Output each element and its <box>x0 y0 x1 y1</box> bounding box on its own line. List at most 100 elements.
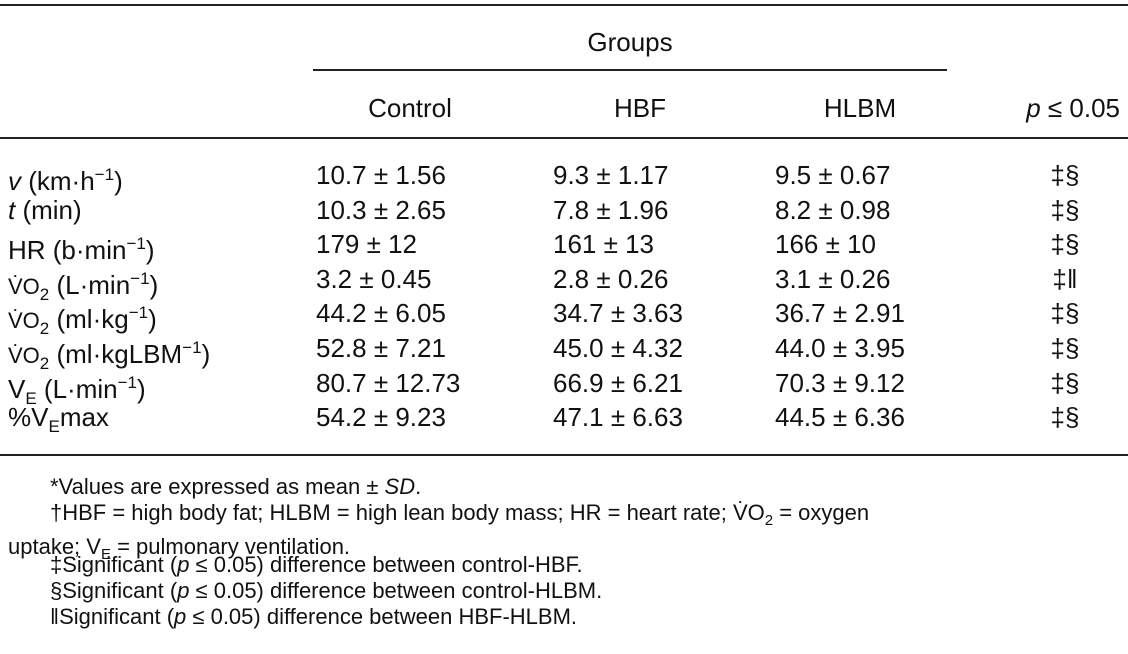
text-segment: ) <box>145 235 155 266</box>
significance: ‡§ <box>1050 229 1080 260</box>
row-label: HR (b·min−1) <box>8 229 155 265</box>
text-segment: −1 <box>126 234 146 254</box>
p-header: p ≤ 0.05 <box>1026 93 1120 123</box>
row-label: V̇O2 (ml·kg−1) <box>8 298 157 344</box>
significance: ‡‖ <box>1052 263 1078 294</box>
cell: 70.3 ± 9.12 <box>775 367 905 398</box>
text-segment: ≤ 0.05) difference between HBF-HLBM. <box>186 604 578 629</box>
text-segment: (km·h <box>21 166 95 196</box>
row-label: v (km·h−1) <box>8 160 123 196</box>
cell: 45.0 ± 4.32 <box>553 333 683 363</box>
text-segment: p <box>177 578 190 603</box>
group-rule <box>313 69 947 71</box>
significance: ‡§ <box>1050 194 1080 225</box>
row-label: V̇O2 (L·min−1) <box>8 264 158 310</box>
text-segment: (ml·kgLBM <box>49 339 183 369</box>
column-header: Control <box>368 93 452 123</box>
cell: 10.3 ± 2.65 <box>316 194 446 225</box>
cell: 179 ± 12 <box>316 229 418 260</box>
text-segment: ) <box>201 339 211 369</box>
cell: 36.7 ± 2.91 <box>775 298 905 329</box>
cell: 52.8 ± 7.21 <box>316 333 446 363</box>
text-segment: −1 <box>182 338 202 357</box>
cell: 34.7 ± 3.63 <box>553 298 683 329</box>
text-segment: t <box>8 194 16 225</box>
footnote: †HBF = high body fat; HLBM = high lean b… <box>8 500 1122 568</box>
footnote: §Significant (p ≤ 0.05) difference betwe… <box>8 578 1122 604</box>
column-header: HLBM <box>823 93 897 123</box>
significance: ‡§ <box>1050 402 1080 433</box>
text-segment: ‖Significant ( <box>50 604 175 629</box>
cell: 7.8 ± 1.96 <box>553 194 669 225</box>
text-segment: = pulmonary ventilation. <box>110 534 351 559</box>
text-segment: −1 <box>94 165 115 184</box>
text-segment: = oxygen <box>773 500 870 525</box>
text-segment: ) <box>136 373 146 404</box>
text-segment: V̇O <box>8 308 40 334</box>
text-segment: V̇O <box>8 343 40 368</box>
footnote: *Values are expressed as mean ± SD. <box>8 474 1122 500</box>
cell: 80.7 ± 12.73 <box>316 367 461 398</box>
significance: ‡§ <box>1050 298 1080 329</box>
footnote: ‡Significant (p ≤ 0.05) difference betwe… <box>8 552 1122 578</box>
text-segment: E <box>48 417 60 437</box>
text-segment: −1 <box>130 268 150 288</box>
text-segment: 2 <box>39 284 50 304</box>
footnote: ‖Significant (p ≤ 0.05) difference betwe… <box>8 604 1122 630</box>
text-segment: p <box>177 552 190 577</box>
text-segment: *Values are expressed as mean ± <box>50 474 385 499</box>
text-segment: (L·min <box>49 269 131 300</box>
bottom-rule <box>0 454 1128 456</box>
cell: 44.5 ± 6.36 <box>775 402 905 433</box>
cell: 3.2 ± 0.45 <box>316 263 432 294</box>
text-segment: E <box>25 388 37 408</box>
text-segment: 2 <box>39 354 50 373</box>
cell: 54.2 ± 9.23 <box>316 402 446 433</box>
row-label: %VEmax <box>8 402 109 442</box>
cell: 3.1 ± 0.26 <box>775 263 891 294</box>
text-segment: ) <box>148 304 157 335</box>
top-rule <box>0 4 1128 6</box>
text-segment: −1 <box>117 372 137 392</box>
text-segment: v <box>8 166 21 196</box>
text-segment: E <box>100 546 111 563</box>
text-segment: uptake; V <box>8 534 101 559</box>
text-segment: ≤ 0.05) difference between control-HBF. <box>189 552 583 577</box>
cell: 44.2 ± 6.05 <box>316 298 446 329</box>
row-label: t (min) <box>8 195 82 225</box>
cell: 44.0 ± 3.95 <box>775 333 905 363</box>
significance: ‡§ <box>1050 333 1080 363</box>
text-segment: §Significant ( <box>50 578 178 603</box>
text-segment: ≤ 0.05 <box>1040 93 1120 123</box>
column-header: HBF <box>614 93 666 123</box>
cell: 8.2 ± 0.98 <box>775 194 891 225</box>
row-label: VE (L·min−1) <box>8 368 146 414</box>
text-segment: ) <box>114 166 123 196</box>
text-segment: . <box>415 474 422 499</box>
significance: ‡§ <box>1050 367 1080 398</box>
text-segment: %V <box>8 402 49 433</box>
cell: 10.7 ± 1.56 <box>316 160 446 190</box>
text-segment: p <box>174 604 187 629</box>
significance: ‡§ <box>1050 160 1080 190</box>
text-segment: 2 <box>764 512 774 529</box>
text-segment: ‡Significant ( <box>50 552 178 577</box>
text-segment: †HBF = high body fat; HLBM = high lean b… <box>50 500 765 525</box>
row-label: V̇O2 (ml·kgLBM−1) <box>8 333 210 379</box>
text-segment: 2 <box>39 319 50 339</box>
cell: 166 ± 10 <box>775 229 877 260</box>
group-header: Groups <box>587 27 673 57</box>
cell: 2.8 ± 0.26 <box>553 263 669 294</box>
text-segment: ≤ 0.05) difference between control-HLBM. <box>189 578 603 603</box>
header-rule <box>0 137 1128 139</box>
text-segment: ) <box>149 269 159 300</box>
text-segment: V̇O <box>8 273 40 299</box>
text-segment: −1 <box>128 303 149 323</box>
text-segment: (ml·kg <box>49 304 129 335</box>
text-segment: p <box>1026 93 1041 123</box>
text-segment: (L·min <box>36 373 118 404</box>
cell: 47.1 ± 6.63 <box>553 402 683 433</box>
text-segment: max <box>59 402 109 433</box>
text-segment: (min) <box>15 194 82 225</box>
text-segment: HR (b·min <box>8 235 127 266</box>
